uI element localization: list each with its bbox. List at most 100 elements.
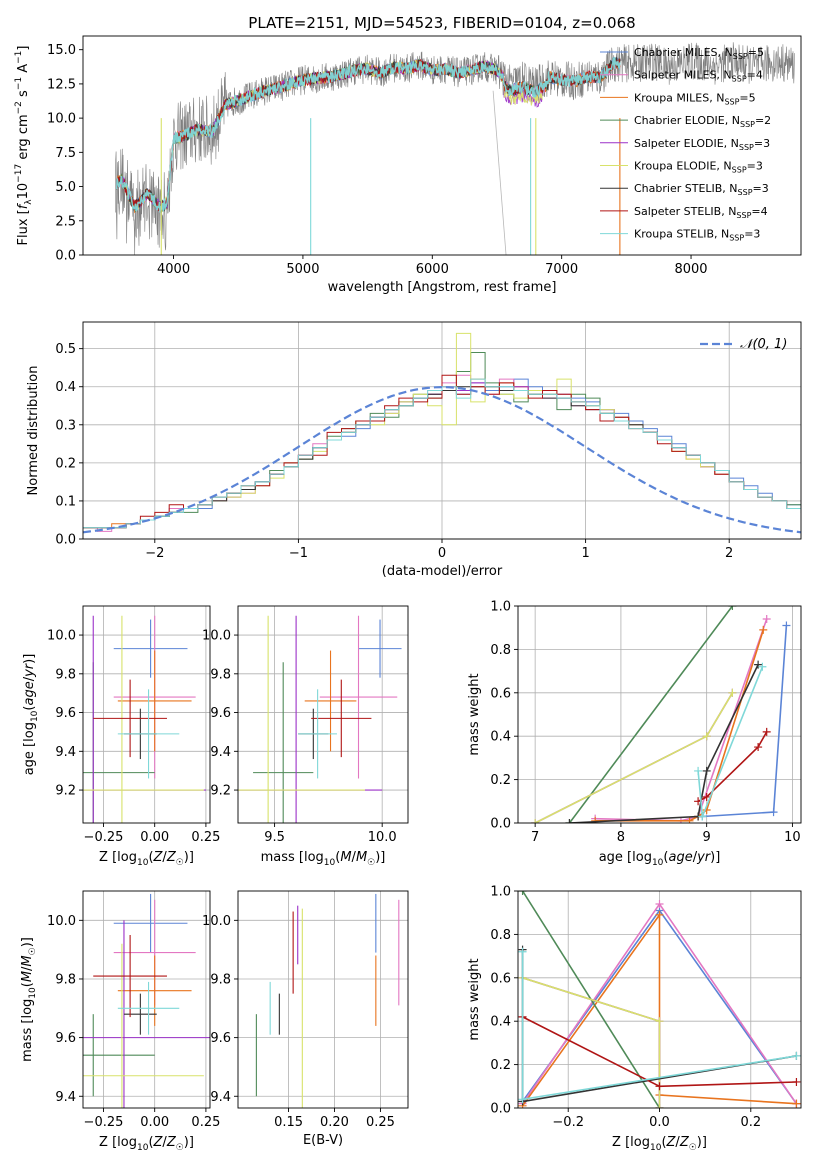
y-tick-label: 9.8 <box>210 667 231 682</box>
x-axis-label: age [log10(age/yr)] <box>599 850 721 868</box>
plot-area <box>83 893 210 1108</box>
y-tick-label: 9.6 <box>55 706 76 721</box>
x-tick-label: 10.0 <box>368 830 397 845</box>
weight-marker-chabrier_elodie <box>728 606 737 610</box>
legend: Chabrier MILES, NSSP=5 Salpeter MILES, NS… <box>600 46 771 243</box>
axes-frame <box>82 605 211 824</box>
y-tick-label: 9.4 <box>55 745 76 760</box>
y-tick-label: 9.6 <box>55 1031 76 1046</box>
weight-marker-salpeter_stelib <box>754 743 763 752</box>
weight-marker-salpeter_stelib <box>762 727 771 736</box>
y-tick-label: 0.0 <box>490 1102 511 1117</box>
x-axis-label: wavelength [Angstrom, rest frame] <box>328 280 557 295</box>
x-tick-label: 1 <box>581 546 589 561</box>
y-tick-label: 0.8 <box>490 643 511 658</box>
chart-title: PLATE=2151, MJD=54523, FIBERID=0104, z=0… <box>248 14 635 32</box>
x-tick-label: −0.25 <box>84 830 124 845</box>
weight-marker-kroupa_miles <box>759 625 768 634</box>
y-tick-label: 0.0 <box>490 817 511 832</box>
weight-line-chabrier_stelib <box>569 664 759 823</box>
x-tick-label: 9.5 <box>264 830 285 845</box>
y-tick-label: 9.8 <box>55 972 76 987</box>
y-tick-label: 0.2 <box>490 773 511 788</box>
y-axis-label: age [log10(age/yr)] <box>22 654 40 776</box>
legend-label-kroupa_elodie: Kroupa ELODIE, NSSP=3 <box>634 160 763 175</box>
weight-marker-kroupa_elodie <box>655 1017 664 1026</box>
y-tick-label: 9.2 <box>55 784 76 799</box>
x-tick-label: 0.2 <box>740 1115 761 1130</box>
x-axis-label: Z [log10(Z/Z☉)] <box>99 1135 194 1153</box>
axes-frame <box>82 890 211 1109</box>
x-axis-label: Z [log10(Z/Z☉)] <box>99 850 194 868</box>
y-axis-label: Normed distribution <box>26 366 41 496</box>
weight-line-salpeter_stelib <box>697 731 768 803</box>
y-tick-label: 10.0 <box>47 629 76 644</box>
weight-marker-kroupa_stelib <box>792 1051 801 1060</box>
weight-marker-salpeter_miles <box>762 615 771 624</box>
y-axis-label: mass [log10(M/M☉)] <box>20 937 38 1062</box>
y-tick-label: 0.4 <box>55 380 76 395</box>
weight-line-kroupa_miles <box>521 912 797 1107</box>
x-tick-label: 0.25 <box>366 1115 395 1130</box>
legend-label-salpeter_stelib: Salpeter STELIB, NSSP=4 <box>634 205 768 220</box>
y-tick-label: 0.4 <box>490 730 511 745</box>
x-tick-label: 8000 <box>674 262 707 277</box>
y-tick-label: 0.6 <box>490 686 511 701</box>
legend-label-chabrier_stelib: Chabrier STELIB, NSSP=3 <box>634 182 769 197</box>
weight-line-chabrier_elodie <box>568 606 734 823</box>
histogram-salpeter_miles <box>83 374 801 532</box>
y-tick-label: 9.8 <box>210 972 231 987</box>
panel-z_age: −0.25 0.00 0.25 9.2 9.4 9.6 9.8 10.0 Z [log10(Z/… <box>22 605 220 868</box>
x-tick-label: 6000 <box>416 262 449 277</box>
y-tick-label: 0.2 <box>55 456 76 471</box>
histogram-chabrier_stelib <box>83 386 801 529</box>
y-tick-label: 10.0 <box>202 629 231 644</box>
y-tick-label: 5.0 <box>55 180 76 195</box>
y-tick-label: 7.5 <box>55 146 76 161</box>
x-tick-label: 0.25 <box>191 1115 220 1130</box>
y-tick-label: 1.0 <box>490 600 511 615</box>
y-tick-label: 0.8 <box>490 928 511 943</box>
spectrum-dropout <box>492 90 507 255</box>
y-tick-label: 1.0 <box>490 885 511 900</box>
weight-marker-chabrier_miles <box>782 621 791 630</box>
y-tick-label: 9.6 <box>210 706 231 721</box>
y-tick-label: 9.4 <box>55 1090 76 1105</box>
panel-z_weight: −0.2 0.0 0.2 0.0 0.2 0.4 0.6 0.8 1.0 Z [log10(Z/Z… <box>467 885 802 1153</box>
x-tick-label: 7 <box>531 830 539 845</box>
plot-area <box>83 332 801 534</box>
x-tick-label: 5000 <box>286 262 319 277</box>
histogram-salpeter_elodie <box>83 382 801 529</box>
weight-marker-chabrier_stelib <box>754 660 763 669</box>
y-tick-label: 9.4 <box>210 1090 231 1105</box>
y-tick-label: 9.6 <box>210 1031 231 1046</box>
x-tick-label: 9 <box>703 830 711 845</box>
weight-line-kroupa_stelib <box>697 666 764 817</box>
y-tick-label: 10.0 <box>47 112 76 127</box>
plot-area <box>83 615 206 823</box>
plot-area <box>531 606 791 823</box>
axes-frame <box>517 605 802 824</box>
panel-ebv_mass: 0.15 0.20 0.25 9.4 9.6 9.8 10.0 E(B-V) <box>202 890 409 1148</box>
weight-marker-kroupa_miles <box>655 910 664 919</box>
y-axis-label: Flux [fλ10−17 erg cm−2 s−1 A−1] <box>14 46 34 246</box>
x-tick-label: −0.25 <box>84 1115 124 1130</box>
weight-marker-chabrier_miles <box>769 808 778 817</box>
x-tick-label: 0.15 <box>274 1115 303 1130</box>
axes-frame <box>237 890 409 1109</box>
plot-area <box>255 893 400 1108</box>
weight-marker-kroupa_elodie <box>531 819 540 823</box>
weight-marker-kroupa_miles <box>792 1099 801 1108</box>
y-tick-label: 0.1 <box>55 494 76 509</box>
y-tick-label: 9.2 <box>210 784 231 799</box>
y-tick-label: 0.3 <box>55 418 76 433</box>
x-axis-label: E(B-V) <box>303 1133 343 1148</box>
x-axis-label: Z [log10(Z/Z☉)] <box>612 1135 707 1153</box>
weight-marker-kroupa_miles <box>685 816 694 823</box>
histogram-kroupa_stelib <box>83 378 801 529</box>
weight-marker-chabrier_stelib <box>702 766 711 775</box>
x-tick-label: 10 <box>784 830 801 845</box>
weight-marker-salpeter_stelib <box>655 1082 664 1091</box>
panel-spectrum: 4000 5000 6000 7000 8000 0.0 2.5 5.0 7.5 10.0 12.5… <box>14 14 802 295</box>
panel-residuals: −2 −1 0 1 2 0.0 0.1 0.2 0.3 0.4 0.5 (data-model)/er… <box>26 321 802 579</box>
